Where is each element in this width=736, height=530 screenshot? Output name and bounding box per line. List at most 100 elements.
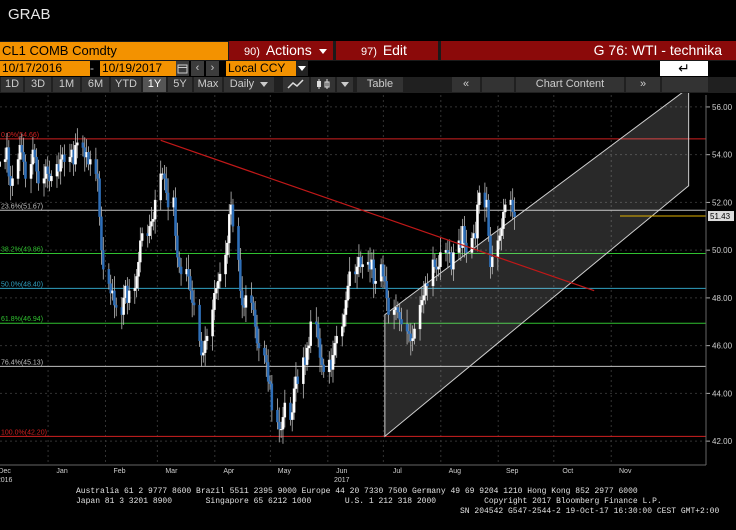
candle xyxy=(489,227,492,279)
candle xyxy=(279,421,283,439)
command-bar: CL1 COMB Comdty 90) Actions 97) Edit G 7… xyxy=(0,41,736,75)
candle-body xyxy=(24,161,27,179)
candle xyxy=(107,263,111,290)
currency-dropdown[interactable] xyxy=(296,61,308,76)
chart-content-button[interactable]: Chart Content xyxy=(516,77,624,92)
candle-body xyxy=(0,161,1,167)
candle-body xyxy=(148,226,151,236)
candle xyxy=(87,146,90,171)
period-ytd-button[interactable]: YTD xyxy=(111,77,141,92)
candle xyxy=(422,280,426,314)
candle-body xyxy=(500,228,503,236)
candle xyxy=(252,296,255,316)
candle xyxy=(361,255,364,279)
candle xyxy=(165,166,168,201)
candle xyxy=(153,189,157,234)
candle xyxy=(29,153,33,194)
frequency-dropdown[interactable]: Daily xyxy=(224,77,274,92)
candle-body xyxy=(200,340,203,356)
candle-body xyxy=(137,261,140,277)
candle-body xyxy=(487,199,490,236)
footer-line-1: Australia 61 2 9777 8600 Brazil 5511 239… xyxy=(76,487,638,496)
candle xyxy=(166,178,170,221)
candle xyxy=(211,299,214,351)
page-title: G 76: WTI - technika xyxy=(593,42,722,58)
candle xyxy=(283,389,287,428)
candle xyxy=(135,269,138,298)
candle-body xyxy=(265,355,268,363)
candle-body xyxy=(279,429,283,431)
candle xyxy=(289,396,292,426)
candle-body xyxy=(113,290,116,306)
candle-body xyxy=(81,142,85,148)
candle xyxy=(322,358,325,378)
candle xyxy=(202,341,205,363)
table-button[interactable]: Table xyxy=(357,77,403,92)
candlestick-icon[interactable] xyxy=(311,77,335,92)
candle xyxy=(213,280,216,321)
candle xyxy=(413,322,416,345)
candle xyxy=(409,323,413,356)
title-bar: GRAB xyxy=(0,0,736,40)
price-chart[interactable]: 0.0%(54.66) 23.6%(51.67) 38.2%(49.86) 50.0%… xyxy=(0,93,736,485)
period-5y-button[interactable]: 5Y xyxy=(168,77,192,92)
candle xyxy=(257,328,261,362)
candle-body xyxy=(498,235,501,241)
line-chart-icon[interactable] xyxy=(283,77,309,92)
security-field[interactable]: CL1 COMB Comdty xyxy=(0,42,228,60)
candle xyxy=(192,289,196,316)
calendar-icon[interactable] xyxy=(176,61,189,76)
candle xyxy=(231,198,235,233)
window-title: GRAB xyxy=(8,6,51,23)
page-title-bar: G 76: WTI - technika xyxy=(441,41,736,60)
period-1y-button[interactable]: 1Y xyxy=(143,77,166,92)
candle xyxy=(333,335,337,365)
footer-info: Australia 61 2 9777 8600 Brazil 5511 239… xyxy=(0,486,736,530)
candle-body xyxy=(413,328,416,339)
x-tick-year-label: 2017 xyxy=(334,477,350,484)
candle-body xyxy=(320,357,324,365)
candle-body xyxy=(372,259,375,284)
actions-menu-button[interactable]: 90) Actions xyxy=(229,41,333,60)
candle-body xyxy=(176,235,179,258)
period-6m-button[interactable]: 6M xyxy=(82,77,109,92)
chevron-down-icon xyxy=(341,81,349,87)
chart-style-dropdown[interactable] xyxy=(337,77,353,92)
back-arrow-icon[interactable]: ↵ xyxy=(660,61,708,76)
candle-body xyxy=(318,338,322,358)
candle xyxy=(215,282,218,300)
period-1d-button[interactable]: 1D xyxy=(1,77,23,92)
period-max-button[interactable]: Max xyxy=(194,77,222,92)
candle-body xyxy=(63,154,66,162)
end-date-field[interactable]: 10/19/2017 xyxy=(100,61,176,76)
last-price-label: 51.43 xyxy=(710,212,731,221)
candle xyxy=(227,204,231,258)
candle-body xyxy=(139,240,142,263)
candle-body xyxy=(431,259,435,287)
chevron-left-icon[interactable]: ‹ xyxy=(191,61,204,76)
candle-body xyxy=(127,290,131,303)
period-1m-button[interactable]: 1M xyxy=(53,77,80,92)
currency-field[interactable]: Local CCY xyxy=(226,61,296,76)
start-date-field[interactable]: 10/17/2016 xyxy=(0,61,90,76)
candle xyxy=(114,297,118,317)
period-3d-button[interactable]: 3D xyxy=(25,77,51,92)
edit-menu-button[interactable]: 97) Edit xyxy=(336,41,438,75)
expand-right-icon[interactable]: » xyxy=(626,77,660,92)
candle-body xyxy=(411,338,414,342)
candle-body xyxy=(253,309,257,327)
candle xyxy=(513,197,516,230)
candle-body xyxy=(305,347,309,365)
collapse-left-icon[interactable]: « xyxy=(452,77,480,92)
candle xyxy=(381,255,385,289)
candle-body xyxy=(316,324,320,339)
candle-body xyxy=(109,283,112,294)
candle xyxy=(359,251,363,273)
candle xyxy=(270,375,274,422)
candle xyxy=(253,301,257,339)
candle-body xyxy=(257,343,261,349)
chart-toolbar: 1D 3D 1M 6M YTD 1Y 5Y Max Daily Table « … xyxy=(0,77,736,93)
chevron-right-icon[interactable]: › xyxy=(206,61,219,76)
candle-body xyxy=(409,333,413,342)
fib-level-label: 0.0%(54.66) xyxy=(1,132,39,139)
